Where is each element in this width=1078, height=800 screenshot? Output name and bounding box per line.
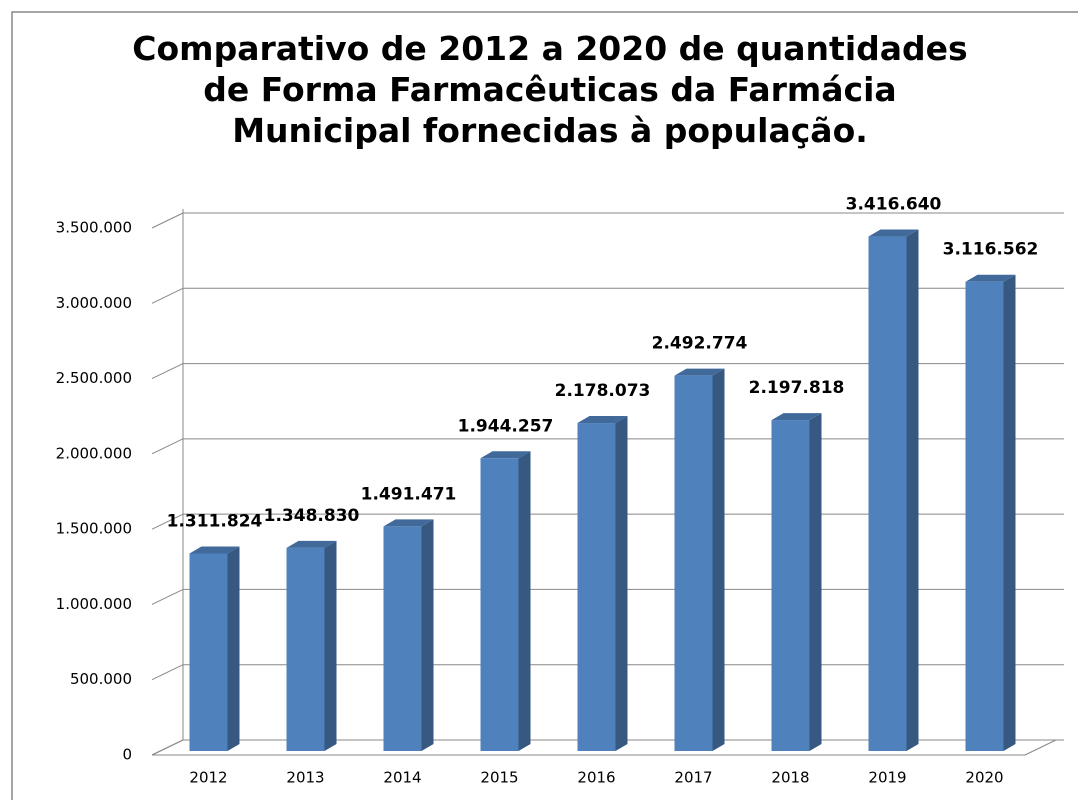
y-tick-label: 2.500.000 [56,369,132,387]
bar-side [421,519,434,751]
bar [577,423,616,751]
grid-line-side [151,212,184,229]
bar-top [480,451,531,459]
grid-line-side [151,438,184,455]
x-tick-label: 2012 [189,769,227,787]
x-tick-label: 2015 [480,769,518,787]
bar-side [324,540,337,751]
x-tick-label: 2013 [286,769,324,787]
data-label: 3.416.640 [846,195,942,215]
bar-top [189,546,240,554]
bar-top [286,540,337,548]
bar [189,553,228,751]
x-tick-label: 2016 [577,769,615,787]
bar [480,458,519,751]
x-tick-label: 2018 [771,769,809,787]
data-label: 1.311.824 [167,511,263,531]
y-tick-label: 1.500.000 [56,520,132,538]
chart-border [11,11,1078,800]
bar-top [965,274,1016,282]
bar [771,420,810,751]
x-tick-label: 2019 [868,769,906,787]
chart-title: Comparativo de 2012 a 2020 de quantidade… [132,29,968,150]
bar [674,375,713,751]
bar-top [674,368,725,376]
y-tick-label: 2.000.000 [56,444,132,462]
bar-side [712,368,725,751]
bar-top [577,416,628,424]
bar-top [868,229,919,237]
grid-line-side [151,588,184,605]
grid-line-side [151,739,184,756]
data-label: 2.178.073 [555,381,651,401]
y-tick-label: 0 [122,746,132,764]
bar-side [615,416,628,751]
y-tick-label: 500.000 [70,670,132,688]
grid-line-side [151,513,184,530]
bar [286,547,325,751]
bar-side [809,413,822,751]
data-label: 2.197.818 [749,378,845,398]
bar [868,236,907,751]
data-label: 3.116.562 [943,240,1039,260]
x-tick-label: 2017 [674,769,712,787]
grid-line-side [151,664,184,681]
y-tick-label: 3.000.000 [56,294,132,312]
y-tick-label: 1.000.000 [56,595,132,613]
bar-side [227,546,240,751]
bar-side [518,451,531,751]
bar-top [771,413,822,421]
bar [965,281,1004,751]
data-label: 2.492.774 [652,334,748,354]
data-label: 1.944.257 [458,416,554,436]
bar-top [383,519,434,527]
data-label: 1.491.471 [361,484,457,504]
grid-line-side [151,363,184,380]
floor-right [1024,739,1057,756]
data-label: 1.348.830 [264,506,360,526]
y-tick-label: 3.500.000 [56,219,132,237]
x-tick-label: 2020 [965,769,1003,787]
bar-side [1003,274,1016,751]
grid-line-side [151,287,184,304]
bar-side [906,229,919,751]
x-tick-label: 2014 [383,769,421,787]
bar [383,526,422,751]
